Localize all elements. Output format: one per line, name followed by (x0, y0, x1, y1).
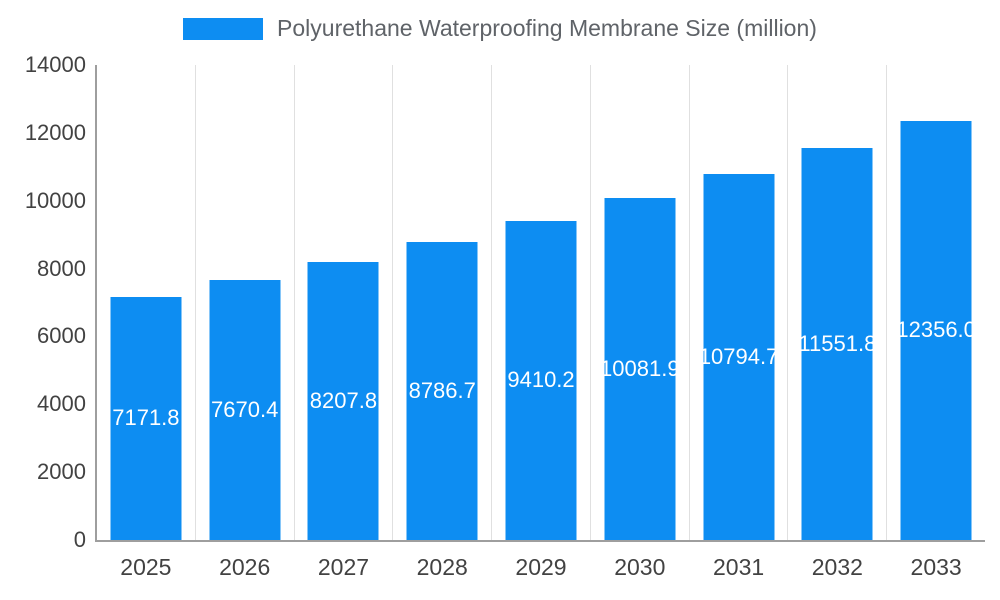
category-slot-2033: 12356.0 2033 (886, 65, 985, 580)
chart-title: Polyurethane Waterproofing Membrane Size… (277, 15, 817, 41)
category-slot-2032: 11551.8 2032 (787, 65, 886, 580)
bar-2028: 8786.7 (406, 241, 478, 540)
category-slot-2028: 8786.7 2028 (392, 65, 491, 580)
chart-legend: Polyurethane Waterproofing Membrane Size… (0, 15, 1000, 42)
bar-value-label-2025: 7171.8 (112, 405, 180, 431)
bar-2032: 11551.8 (798, 148, 876, 540)
bar-value-label-2028: 8786.7 (408, 377, 476, 403)
x-axis-tick-label-2027: 2027 (317, 554, 370, 580)
x-axis-tick-label-2033: 2033 (910, 554, 962, 580)
plot-area: 7171.8 2025 7670.4 2026 8207.8 2027 8786.7 2028… (95, 65, 985, 580)
x-axis-tick-label-2032: 2032 (811, 554, 863, 580)
bar-2026: 7670.4 (209, 279, 281, 540)
category-slot-2027: 8207.8 2027 (293, 65, 393, 580)
x-axis-tick-label-2025: 2025 (120, 554, 172, 580)
y-axis-tick-label: 10000 (24, 187, 86, 213)
x-axis-tick-label-2028: 2028 (416, 554, 468, 580)
x-axis-tick-label-2029: 2029 (515, 554, 567, 580)
bar-2033: 12356.0 (896, 120, 976, 540)
bar-2025: 7171.8 (110, 296, 182, 540)
category-slot-2026: 7670.4 2026 (194, 65, 294, 580)
y-axis-tick-label: 0 (73, 527, 86, 552)
bar-value-label-2031: 10794.7 (698, 343, 779, 369)
bar-value-label-2026: 7670.4 (211, 396, 279, 422)
y-axis-tick-label: 6000 (37, 323, 86, 349)
x-axis-tick-label-2031: 2031 (712, 554, 765, 580)
category-slot-2031: 10794.7 2031 (688, 65, 788, 580)
bar-2027: 8207.8 (307, 261, 379, 540)
x-axis-tick-label-2030: 2030 (614, 554, 666, 580)
y-axis-tick-label: 14000 (24, 52, 86, 77)
y-axis: 0 2000 4000 6000 8000 10000 12000 14000 (0, 52, 86, 552)
category-slot-2030: 10081.9 2030 (589, 65, 689, 580)
category-slot-2025: 7171.8 2025 (97, 65, 195, 580)
bar-2030: 10081.9 (600, 197, 680, 540)
bar-2029: 9410.2 (505, 220, 577, 540)
bar-value-label-2027: 8207.8 (309, 387, 378, 413)
x-axis-tick-label-2026: 2026 (219, 554, 271, 580)
y-axis-tick-label: 4000 (37, 391, 86, 417)
bar-value-label-2033: 12356.0 (896, 317, 976, 343)
y-axis-tick-label: 12000 (24, 119, 86, 145)
bar-value-label-2030: 10081.9 (600, 355, 680, 381)
legend-swatch (183, 17, 264, 40)
bar-2031: 10794.7 (699, 173, 778, 540)
y-axis-tick-label: 8000 (37, 255, 86, 281)
bar-value-label-2029: 9410.2 (507, 367, 575, 393)
bar-value-label-2032: 11551.8 (798, 331, 877, 357)
y-axis-tick-label: 2000 (37, 459, 86, 485)
category-slot-2029: 9410.2 2029 (491, 65, 590, 580)
